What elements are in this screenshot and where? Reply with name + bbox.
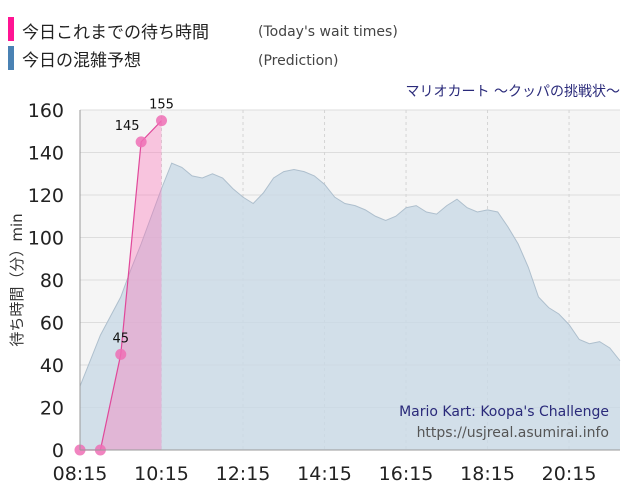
y-tick-label: 80 <box>40 270 64 292</box>
data-label: 145 <box>115 119 140 134</box>
actual-point <box>115 348 127 360</box>
legend-prediction-swatch <box>8 46 14 70</box>
actual-area <box>80 120 162 450</box>
y-tick-label: 100 <box>28 228 64 250</box>
legend-prediction-label: 今日の混雑予想 <box>22 51 141 71</box>
data-label: 45 <box>112 331 129 346</box>
legend-actual-note: (Today's wait times) <box>258 24 398 40</box>
y-tick-label: 120 <box>28 185 64 207</box>
y-tick-label: 40 <box>40 355 64 377</box>
prediction-series <box>79 162 621 450</box>
x-tick-label: 20:15 <box>542 463 597 485</box>
x-tick-label: 10:15 <box>134 463 189 485</box>
y-tick-label: 140 <box>28 143 64 165</box>
x-tick-label: 12:15 <box>216 463 271 485</box>
y-tick-label: 0 <box>52 440 64 462</box>
data-label: 155 <box>149 98 174 113</box>
legend-prediction-note: (Prediction) <box>258 53 338 69</box>
actual-series: 45 145 155 <box>74 98 174 456</box>
y-tick-label: 60 <box>40 313 64 335</box>
attraction-title: マリオカート ～クッパの挑戦状～ <box>406 84 620 100</box>
legend-actual-swatch <box>8 17 14 41</box>
actual-point <box>135 136 147 148</box>
legend-actual-label: 今日これまでの待ち時間 <box>22 23 209 43</box>
y-tick-label: 160 <box>28 100 64 122</box>
watermark-url: https://usjreal.asumirai.info <box>417 425 609 441</box>
x-tick-label: 18:15 <box>460 463 515 485</box>
x-tick-label: 08:15 <box>53 463 108 485</box>
prediction-area <box>80 163 620 450</box>
watermark-name: Mario Kart: Koopa's Challenge <box>399 404 609 420</box>
axes: 0 20 40 60 80 100 120 140 160 08:15 10:15 12:15 14:1… <box>28 100 620 485</box>
prediction-line <box>79 162 621 387</box>
x-tick-label: 14:15 <box>297 463 352 485</box>
x-tick-label: 16:15 <box>379 463 434 485</box>
y-tick-label: 20 <box>40 398 64 420</box>
y-axis-label: 待ち時間（分）min <box>8 213 26 346</box>
actual-point <box>156 115 168 127</box>
